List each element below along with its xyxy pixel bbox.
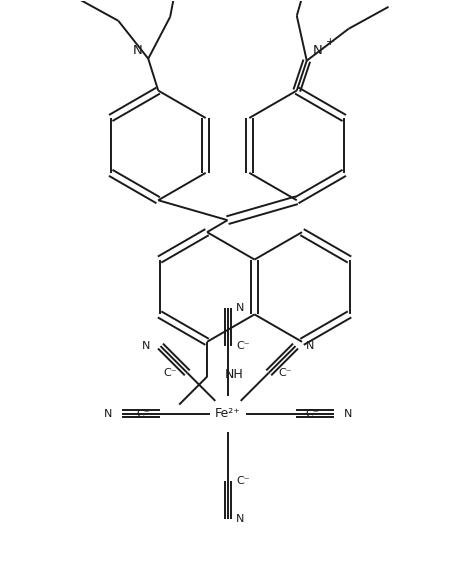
Text: +: + bbox=[326, 37, 334, 47]
Text: N: N bbox=[344, 409, 352, 419]
Text: C⁻: C⁻ bbox=[136, 409, 150, 419]
Text: NH: NH bbox=[225, 368, 244, 381]
Text: N: N bbox=[313, 44, 323, 57]
Text: Fe²⁺: Fe²⁺ bbox=[215, 407, 241, 420]
Text: N: N bbox=[236, 514, 244, 524]
Text: N: N bbox=[236, 303, 244, 313]
Text: N: N bbox=[142, 341, 151, 351]
Text: C⁻: C⁻ bbox=[236, 477, 250, 486]
Text: N: N bbox=[132, 44, 142, 57]
Text: C⁻: C⁻ bbox=[279, 368, 293, 378]
Text: C⁻: C⁻ bbox=[306, 409, 319, 419]
Text: C⁻: C⁻ bbox=[236, 341, 250, 351]
Text: N: N bbox=[104, 409, 112, 419]
Text: C⁻: C⁻ bbox=[164, 368, 177, 378]
Text: N: N bbox=[305, 341, 314, 351]
